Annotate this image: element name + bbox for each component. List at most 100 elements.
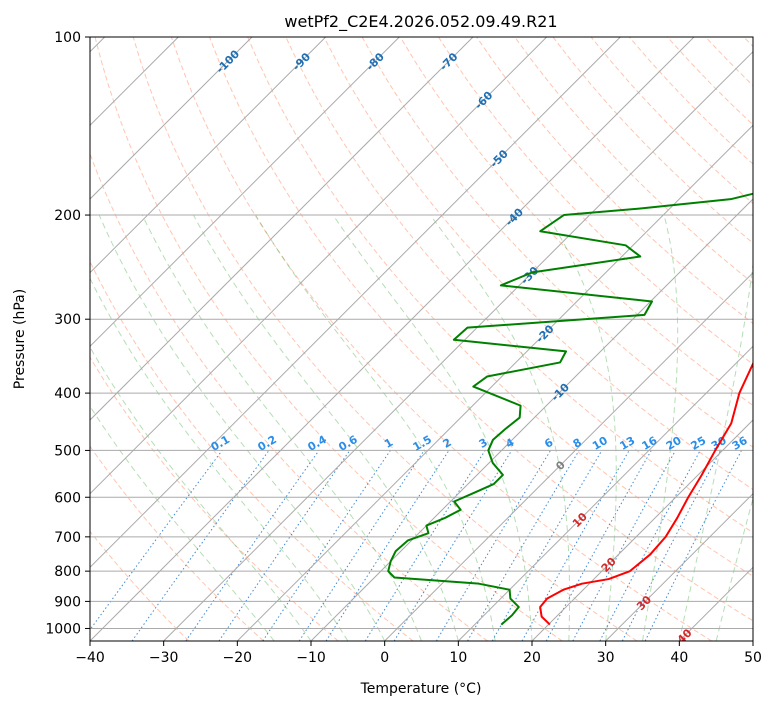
dry-adiabat — [209, 37, 753, 622]
mixing-ratio-line — [545, 450, 652, 641]
isotherm-line — [90, 37, 548, 495]
x-tick-label: −10 — [296, 650, 326, 666]
isotherm-line — [384, 271, 753, 641]
isotherm-line — [90, 37, 621, 569]
dry-adiabat — [323, 37, 753, 491]
y-tick-label: 900 — [54, 594, 81, 610]
y-tick-label: 800 — [54, 564, 81, 580]
mixing-ratio-label: 6 — [542, 436, 555, 451]
moist-adiabat — [90, 405, 275, 641]
dewpoint-profile — [387, 192, 753, 626]
dry-adiabat — [247, 37, 753, 577]
dry-adiabat — [552, 37, 753, 244]
isotherm-line — [90, 37, 695, 641]
y-tick-label: 400 — [54, 386, 81, 402]
mixing-ratio-line — [572, 450, 676, 641]
isotherms — [90, 37, 753, 641]
mixing-ratio-line — [599, 450, 701, 641]
moist-adiabat — [98, 214, 386, 641]
mixing-ratio-label: 2 — [441, 436, 454, 451]
mixing-ratio-line — [521, 450, 630, 641]
mixing-ratio-line — [262, 450, 391, 641]
mixing-ratio-line — [435, 450, 552, 641]
isotherm-label: -30 — [518, 264, 541, 287]
isotherm-label: 10 — [570, 510, 590, 530]
y-tick-label: 100 — [54, 30, 81, 46]
x-tick-label: 0 — [380, 650, 389, 666]
y-tick-label: 1000 — [45, 621, 81, 637]
isotherm-label: -100 — [214, 47, 243, 76]
x-tick-label: 40 — [670, 650, 688, 666]
x-tick-label: 30 — [597, 650, 615, 666]
x-tick-label: −30 — [149, 650, 179, 666]
moist-adiabat — [90, 346, 312, 641]
dry-adiabat — [514, 37, 753, 284]
dry-adiabat — [132, 37, 638, 641]
mixing-ratio-label: 4 — [503, 436, 516, 451]
y-axis-label: Pressure (hPa) — [12, 289, 28, 389]
isobars — [90, 37, 753, 629]
isotherm-label: 40 — [675, 626, 695, 646]
plot-frame — [89, 36, 754, 642]
dry-adiabat — [90, 260, 414, 641]
moist-adiabat — [429, 214, 571, 641]
isotherm-label: -20 — [533, 322, 556, 345]
moist-adiabat — [193, 214, 459, 641]
isotherm-line — [531, 419, 753, 641]
mixing-ratio-line — [644, 450, 742, 641]
moist-adiabat — [332, 214, 533, 641]
mixing-ratio-line — [393, 450, 513, 641]
moist-adiabat — [642, 214, 679, 641]
dry-adiabat — [90, 356, 339, 641]
profiles — [387, 192, 753, 626]
moist-adiabats — [90, 214, 753, 641]
mixing-ratio-line — [467, 450, 580, 641]
temperature-profile — [539, 361, 753, 626]
x-tick-label: −40 — [75, 650, 105, 666]
y-tick-label: 200 — [54, 208, 81, 224]
x-tick-label: 50 — [744, 650, 762, 666]
x-axis-label: Temperature (°C) — [360, 681, 482, 697]
mixing-ratio-line — [298, 450, 425, 641]
y-tick-label: 700 — [54, 530, 81, 546]
isotherm-label: 0 — [553, 458, 568, 473]
x-axis: −40 −30 −20 −10 0 10 20 30 40 50 — [75, 641, 762, 666]
y-axis: 100 200 300 400 500 600 700 800 900 1000 — [45, 30, 90, 637]
dry-adiabat — [170, 37, 712, 641]
isotherm-line — [236, 124, 753, 641]
y-tick-label: 300 — [54, 312, 81, 328]
chart-title: wetPf2_C2E4.2026.052.09.49.R21 — [284, 12, 557, 32]
moist-adiabat — [678, 260, 753, 641]
dry-adiabats — [90, 37, 753, 641]
mixing-ratio-line — [218, 450, 351, 641]
x-tick-label: −20 — [223, 650, 253, 666]
mixing-ratio-line — [325, 450, 450, 641]
isotherm-line — [752, 640, 753, 641]
dry-adiabat — [90, 530, 190, 641]
y-tick-label: 500 — [54, 443, 81, 459]
dry-adiabat — [667, 37, 753, 126]
dry-adiabat — [94, 37, 563, 641]
dry-adiabat — [90, 445, 264, 641]
mixing-ratio-line — [90, 450, 223, 631]
x-tick-label: 20 — [523, 650, 541, 666]
dry-adiabat — [743, 37, 753, 48]
isotherm-line — [90, 37, 400, 348]
isotherm-line — [90, 37, 327, 274]
dry-adiabat — [705, 37, 753, 87]
isotherm-line — [457, 345, 753, 641]
dry-adiabat — [399, 37, 753, 407]
dry-adiabat — [438, 37, 753, 365]
isotherm-line — [605, 492, 753, 641]
y-tick-label: 600 — [54, 490, 81, 506]
mixing-ratio-line — [185, 450, 320, 641]
moist-adiabat — [141, 214, 422, 641]
isotherm-line — [90, 37, 253, 200]
dry-adiabat — [590, 37, 753, 205]
mixing-ratio-label: 1 — [382, 436, 395, 451]
moist-adiabat — [546, 214, 617, 641]
dry-adiabat — [90, 152, 488, 641]
isotherm-line — [678, 566, 753, 641]
